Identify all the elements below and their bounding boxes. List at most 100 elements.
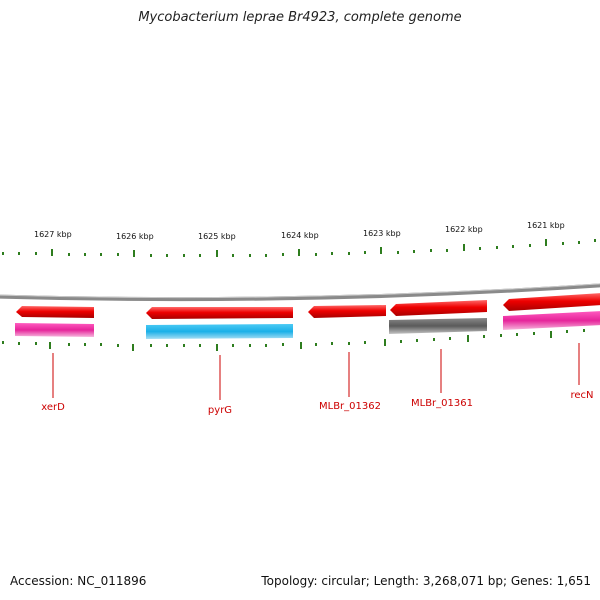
tick-minor [512, 245, 514, 248]
genome-summary-text: Topology: circular; Length: 3,268,071 bp… [261, 574, 591, 588]
tick-major [133, 250, 135, 257]
tick-major [384, 339, 386, 346]
tick-minor [232, 254, 234, 257]
tick-major [463, 244, 465, 251]
scale-label: 1624 kbp [281, 231, 319, 240]
tick-minor [100, 343, 102, 346]
tick-minor [249, 254, 251, 257]
tick-minor [331, 342, 333, 345]
tick-minor [578, 241, 580, 244]
tick-minor [282, 253, 284, 256]
tick-minor [199, 344, 201, 347]
category-bar-gray [389, 318, 487, 334]
tick-minor [150, 344, 152, 347]
tick-major [49, 342, 51, 349]
tick-minor [566, 330, 568, 333]
tick-minor [265, 344, 267, 347]
tick-minor [433, 338, 435, 341]
tick-minor [348, 252, 350, 255]
gene-label-xerd[interactable]: xerD [41, 402, 65, 413]
accession-text: Accession: NC_011896 [10, 574, 147, 588]
tick-minor [35, 252, 37, 255]
gene-arrow-xerd[interactable] [16, 306, 94, 318]
tick-minor [166, 344, 168, 347]
scale-label: 1622 kbp [445, 225, 483, 234]
category-bar-magenta [15, 323, 94, 337]
tick-minor [117, 344, 119, 347]
gene-arrow-mlbr01362[interactable] [308, 305, 386, 318]
tick-major [132, 344, 134, 351]
tick-minor [100, 253, 102, 256]
gene-features [16, 293, 600, 319]
tick-minor [479, 247, 481, 250]
tick-minor [2, 252, 4, 255]
tick-minor [430, 249, 432, 252]
gene-leader-lines [52, 343, 580, 400]
tick-minor [562, 242, 564, 245]
tick-minor [483, 335, 485, 338]
tick-minor [446, 249, 448, 252]
tick-minor [583, 329, 585, 332]
tick-minor [68, 343, 70, 346]
tick-minor [529, 244, 531, 247]
gene-label-recn[interactable]: recN [570, 390, 593, 401]
tick-minor [265, 254, 267, 257]
category-bar-magenta [503, 311, 600, 330]
tick-minor [594, 239, 596, 242]
tick-major [550, 331, 552, 338]
tick-major [216, 344, 218, 351]
gene-arrow-pyrg[interactable] [146, 307, 293, 319]
tick-minor [183, 344, 185, 347]
tick-major [298, 249, 300, 256]
category-bars [15, 311, 600, 339]
tick-minor [84, 253, 86, 256]
tick-major [467, 335, 469, 342]
tick-minor [400, 340, 402, 343]
gene-label-mlbr01362[interactable]: MLBr_01362 [319, 401, 381, 412]
tick-minor [315, 343, 317, 346]
tick-major [380, 247, 382, 254]
tick-minor [397, 251, 399, 254]
tick-minor [500, 334, 502, 337]
tick-minor [2, 341, 4, 344]
gene-label-mlbr01361[interactable]: MLBr_01361 [411, 398, 473, 409]
tick-minor [18, 252, 20, 255]
scale-label: 1623 kbp [363, 229, 401, 238]
tick-minor [364, 341, 366, 344]
tick-major [545, 239, 547, 246]
tick-minor [348, 342, 350, 345]
scale-label: 1625 kbp [198, 232, 236, 241]
tick-minor [449, 337, 451, 340]
tick-minor [183, 254, 185, 257]
scale-label: 1626 kbp [116, 232, 154, 241]
map-title: Mycobacterium leprae Br4923, complete ge… [138, 10, 462, 25]
scale-ticks-top [2, 239, 596, 257]
tick-major [51, 249, 53, 256]
genome-backbone-highlight [0, 283, 600, 299]
tick-minor [150, 254, 152, 257]
scale-ticks-bottom [2, 329, 585, 351]
tick-major [300, 342, 302, 349]
tick-minor [516, 333, 518, 336]
tick-minor [249, 344, 251, 347]
gene-arrow-mlbr01361[interactable] [390, 300, 487, 316]
tick-minor [166, 254, 168, 257]
tick-minor [533, 332, 535, 335]
tick-minor [282, 343, 284, 346]
category-bar-cyan [146, 324, 293, 339]
tick-minor [18, 342, 20, 345]
tick-minor [364, 251, 366, 254]
tick-minor [117, 253, 119, 256]
tick-minor [232, 344, 234, 347]
tick-minor [413, 250, 415, 253]
tick-minor [416, 339, 418, 342]
tick-minor [68, 253, 70, 256]
scale-label: 1621 kbp [527, 221, 565, 230]
tick-minor [84, 343, 86, 346]
scale-label: 1627 kbp [34, 230, 72, 239]
tick-minor [35, 342, 37, 345]
tick-major [216, 250, 218, 257]
gene-label-pyrg[interactable]: pyrG [208, 405, 232, 416]
gene-labels: xerD pyrG MLBr_01362 MLBr_01361 recN [41, 390, 593, 416]
gene-arrow-recn[interactable] [503, 293, 600, 311]
